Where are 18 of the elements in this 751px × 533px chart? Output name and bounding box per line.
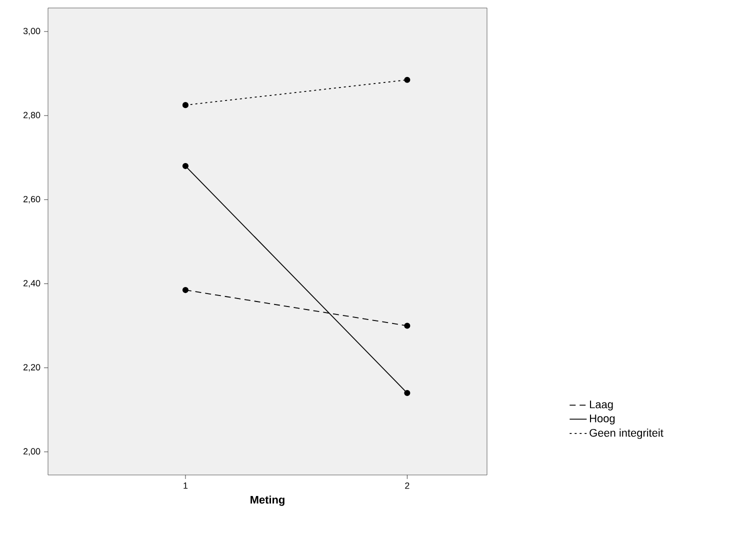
point bbox=[404, 322, 410, 329]
y-tick-label: 2,00 bbox=[24, 448, 40, 456]
legend-label: Geen integriteit bbox=[590, 428, 664, 439]
y-tick-label: 3,00 bbox=[23, 28, 40, 36]
point bbox=[182, 162, 189, 170]
legend-label: Laag bbox=[590, 400, 613, 410]
legend-label: Hoog bbox=[590, 414, 615, 424]
point bbox=[182, 102, 189, 108]
point bbox=[404, 76, 410, 83]
y-tick-label: 2,60 bbox=[24, 196, 40, 204]
x-axis-title: Meting bbox=[250, 496, 284, 506]
point bbox=[404, 390, 410, 396]
y-tick-label: 2,80 bbox=[24, 112, 40, 120]
x-tick-label: 2 bbox=[405, 482, 410, 489]
x-tick-label: 1 bbox=[184, 482, 188, 489]
point bbox=[182, 286, 189, 294]
y-tick-label: 2,20 bbox=[24, 364, 40, 372]
y-tick-label: 2,40 bbox=[24, 280, 40, 288]
